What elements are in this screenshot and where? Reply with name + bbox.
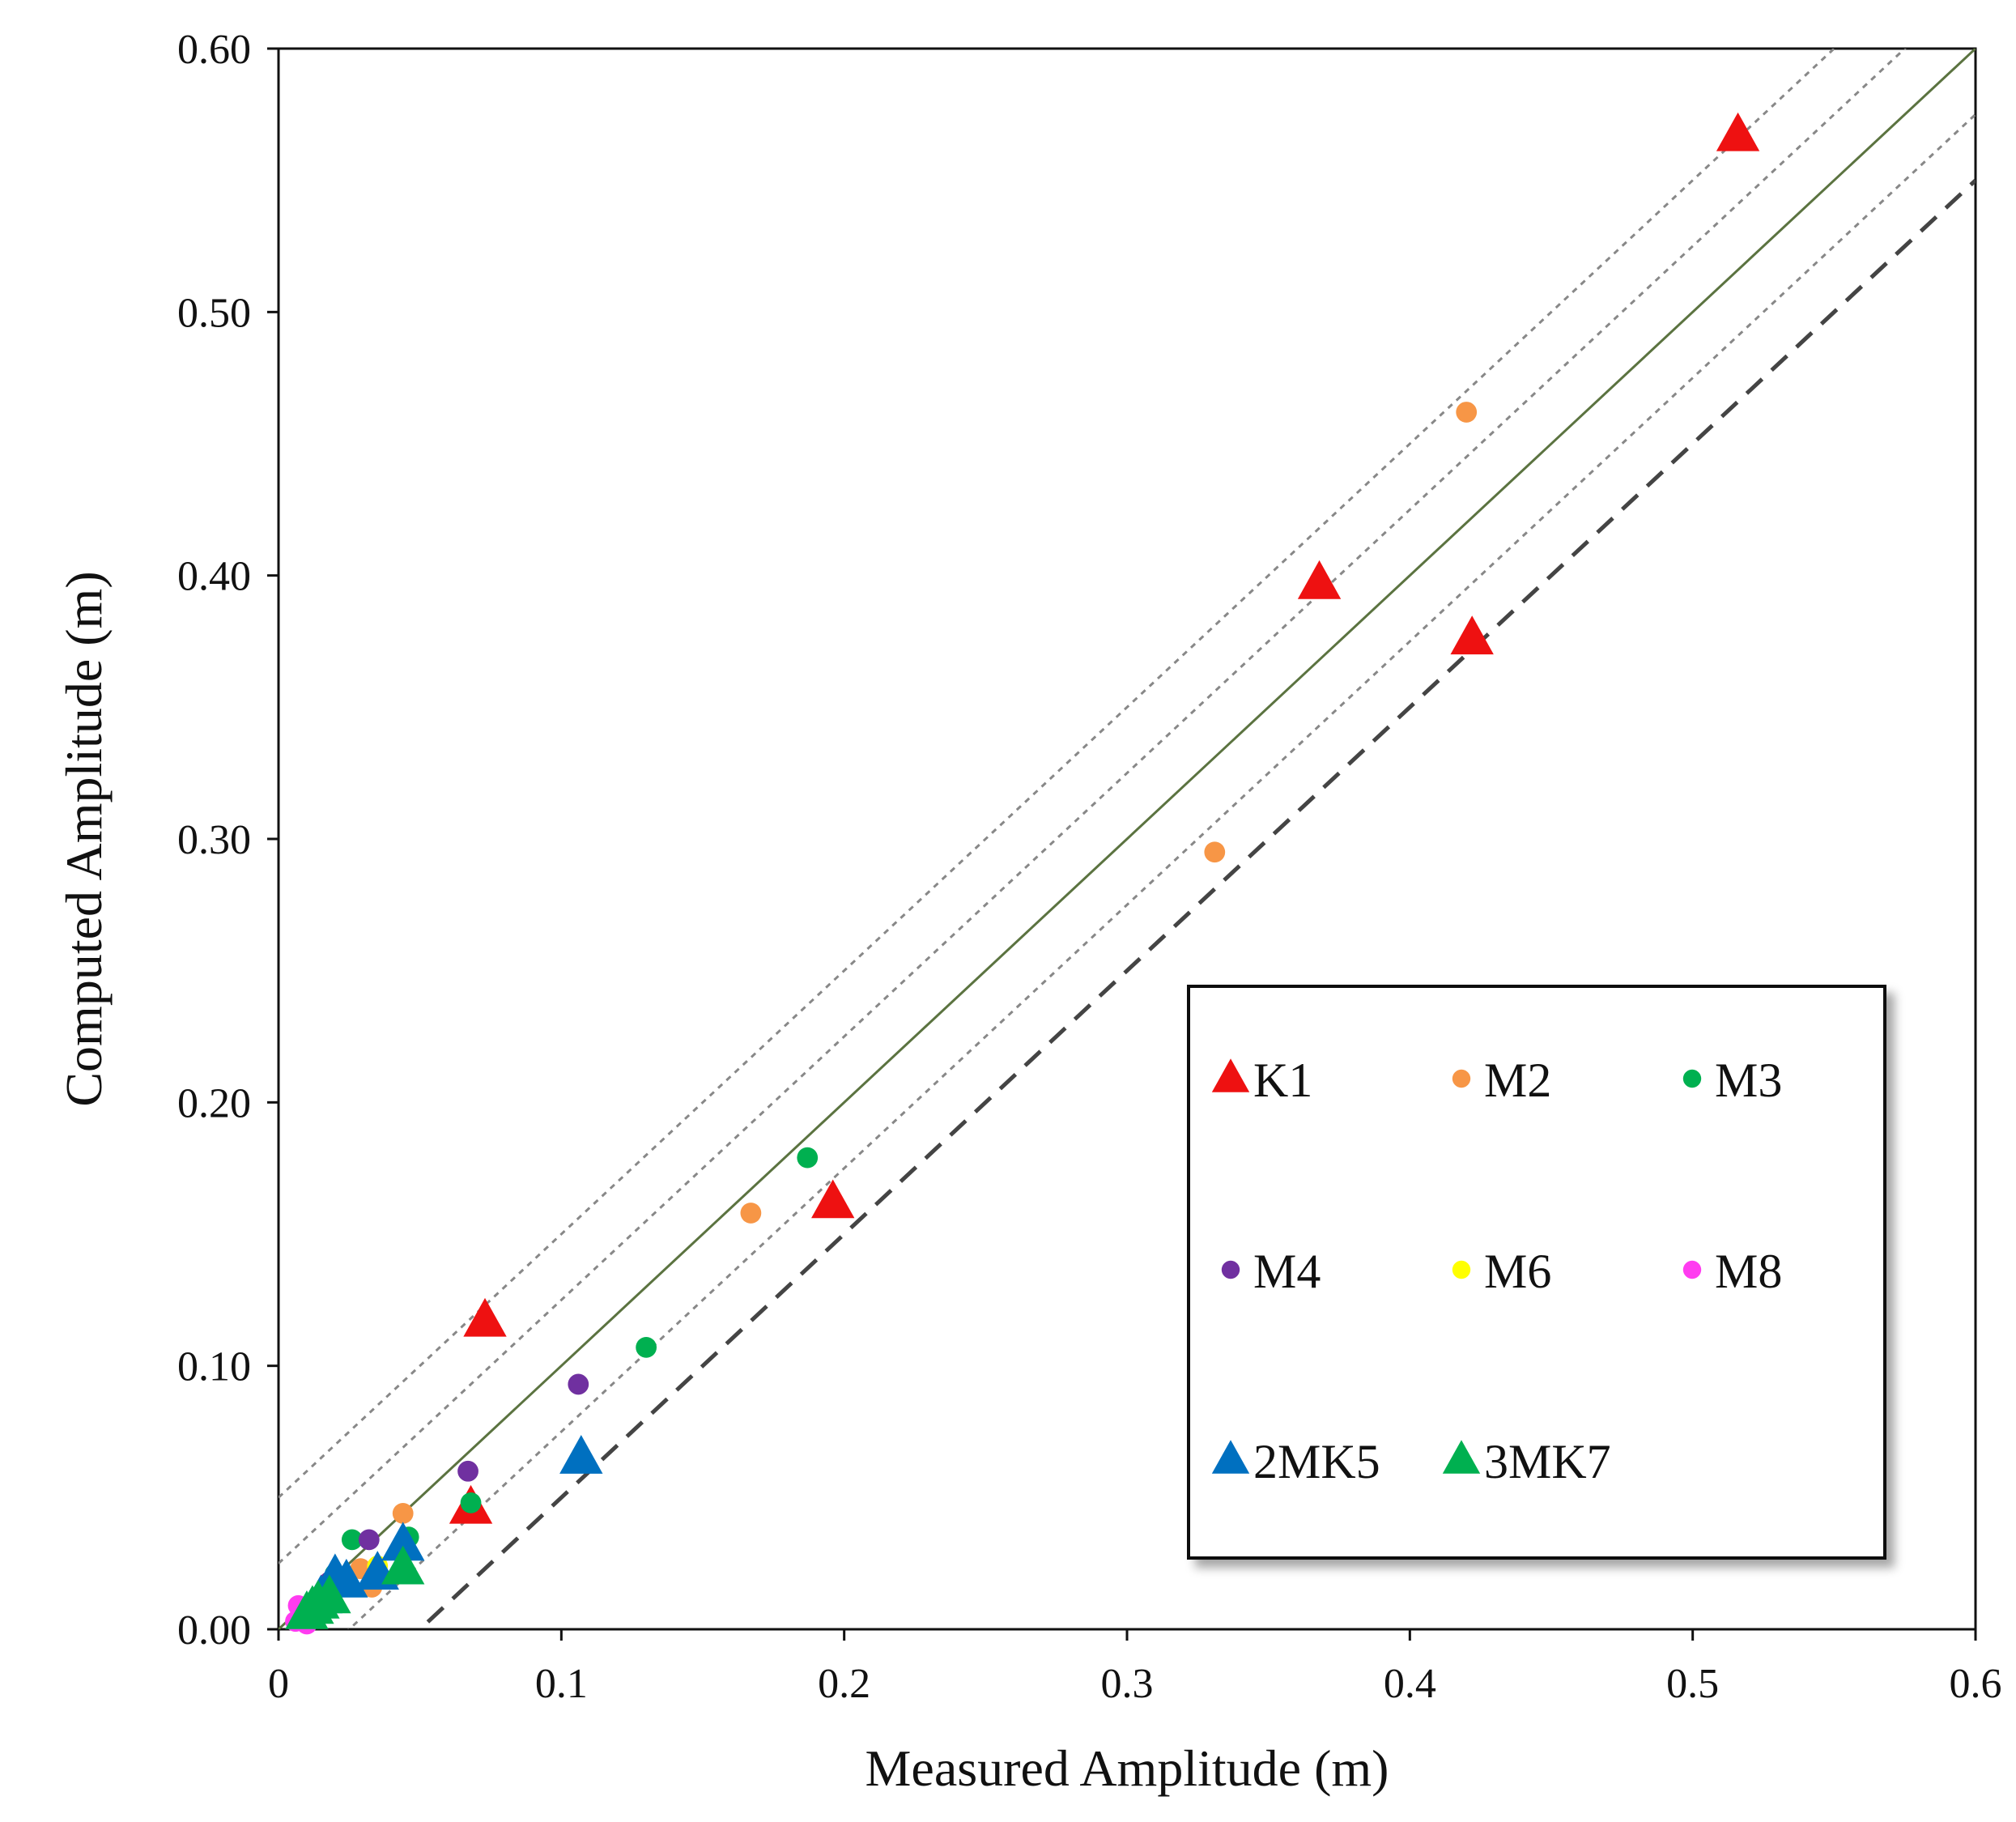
legend-marker-m2 — [1452, 1069, 1471, 1088]
legend-marker-2mk5 — [1211, 1440, 1250, 1474]
point-m2 — [1456, 402, 1478, 423]
point-m4 — [568, 1373, 589, 1395]
legend-label-m8: M8 — [1715, 1245, 1782, 1298]
x-axis-ticks: 0 0.1 0.2 0.3 0.4 0.5 0.6 — [268, 1629, 2002, 1707]
point-m3 — [797, 1147, 819, 1169]
legend-marker-k1 — [1211, 1058, 1250, 1092]
point-k1 — [1450, 615, 1494, 655]
reference-line-0 — [279, 49, 1976, 1629]
legend-label-m2: M2 — [1484, 1054, 1551, 1107]
legend-marker-m8 — [1682, 1260, 1702, 1279]
point-k1 — [1297, 560, 1342, 599]
legend-label-3mk7: 3MK7 — [1484, 1435, 1611, 1488]
y-tick-label: 0.40 — [177, 554, 251, 600]
legend-label-k1: K1 — [1253, 1054, 1312, 1107]
x-tick-label: 0.3 — [1101, 1661, 1154, 1707]
x-tick-label: 0.6 — [1950, 1661, 2002, 1707]
y-axis-title: Computed Amplitude (m) — [55, 571, 113, 1106]
y-tick-label: 0.00 — [177, 1607, 251, 1654]
reference-line-3 — [347, 113, 1976, 1629]
y-tick-label: 0.50 — [177, 290, 251, 336]
y-tick-label: 0.60 — [177, 27, 251, 73]
point-m3 — [636, 1337, 657, 1358]
reference-line-1 — [279, 49, 1836, 1499]
point-3mk7 — [381, 1545, 425, 1585]
y-axis-ticks: 0.00 0.10 0.20 0.30 0.40 0.50 0.60 — [177, 27, 279, 1654]
point-m4 — [457, 1460, 478, 1482]
legend-label-m4: M4 — [1253, 1245, 1321, 1298]
point-m2 — [1204, 841, 1226, 863]
point-3mk7 — [285, 1590, 329, 1629]
point-m3 — [341, 1529, 363, 1551]
data-points — [285, 112, 1760, 1635]
reference-line-4 — [416, 178, 1976, 1629]
legend-marker-m6 — [1452, 1260, 1471, 1279]
point-m2 — [392, 1502, 414, 1524]
point-k1 — [1716, 112, 1760, 151]
legend: K1 M2 M3 M4 M6 M8 2MK5 3MK7 — [1187, 985, 1886, 1560]
x-tick-label: 0 — [268, 1661, 289, 1707]
legend-marker-m3 — [1682, 1069, 1702, 1088]
x-tick-label: 0.1 — [535, 1661, 588, 1707]
legend-marker-3mk7 — [1442, 1440, 1481, 1474]
point-2mk5 — [559, 1435, 603, 1474]
x-tick-label: 0.5 — [1666, 1661, 1719, 1707]
x-axis-title: Measured Amplitude (m) — [866, 1739, 1389, 1797]
y-tick-label: 0.30 — [177, 817, 251, 863]
legend-marker-m4 — [1221, 1260, 1240, 1279]
point-m3 — [460, 1492, 482, 1513]
point-m2 — [740, 1203, 762, 1224]
legend-label-m3: M3 — [1715, 1054, 1782, 1107]
legend-label-m6: M6 — [1484, 1245, 1551, 1298]
point-k1 — [811, 1179, 855, 1219]
y-tick-label: 0.10 — [177, 1344, 251, 1390]
point-m4 — [358, 1529, 380, 1551]
reference-lines — [279, 49, 1976, 1629]
point-2mk5 — [381, 1522, 425, 1561]
x-tick-label: 0.2 — [818, 1661, 870, 1707]
x-tick-label: 0.4 — [1384, 1661, 1436, 1707]
y-tick-label: 0.20 — [177, 1080, 251, 1126]
legend-label-2mk5: 2MK5 — [1253, 1435, 1380, 1488]
legend-box — [1187, 985, 1886, 1560]
point-k1 — [463, 1297, 507, 1337]
reference-line-2 — [279, 49, 1907, 1564]
